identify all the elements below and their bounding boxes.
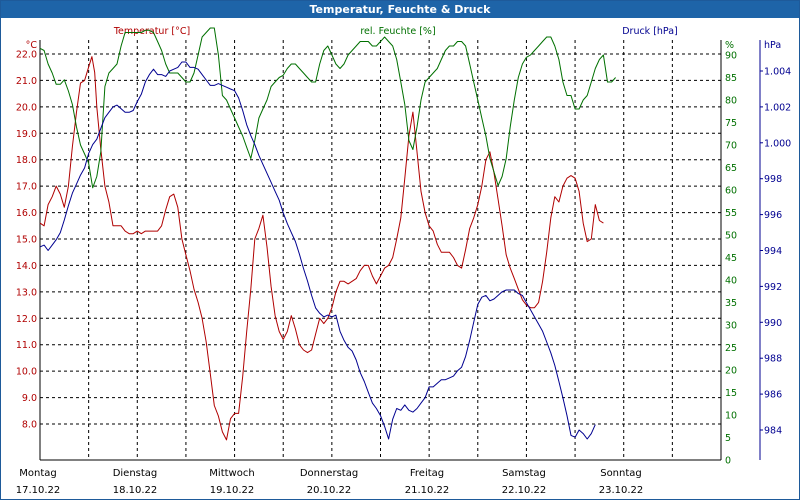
pressure-unit: hPa (764, 40, 781, 51)
humidity-tick-label: 30 (725, 321, 737, 332)
temperature-tick-label: 16.0 (16, 208, 37, 219)
x-tick-date: 19.10.22 (210, 485, 255, 496)
temperature-tick-label: 10.0 (16, 367, 37, 378)
humidity-tick-label: 5 (725, 433, 731, 444)
tick-labels: 22.0 21.0 20.0 19.0 18.0 17.0 16.0 15.0 14.0 13.0… (16, 50, 791, 497)
x-tick-date: 22.10.22 (502, 485, 547, 496)
temperature-tick-label: 18.0 (16, 155, 37, 166)
humidity-tick-label: 65 (725, 163, 737, 174)
pressure-tick-label: 994 (764, 246, 782, 257)
humidity-tick-label: 0 (725, 456, 731, 467)
pressure-tick-label: 996 (764, 210, 782, 221)
humidity-tick-label: 25 (725, 343, 737, 354)
humidity-tick-label: 15 (725, 388, 737, 399)
humidity-tick-label: 50 (725, 231, 737, 242)
x-tick-day: Dienstag (113, 468, 158, 479)
temperature-tick-label: 13.0 (16, 287, 37, 298)
temperature-tick-label: 20.0 (16, 102, 37, 113)
temperature-tick-label: 11.0 (16, 340, 37, 351)
pressure-tick-label: 1.002 (764, 102, 791, 113)
pressure-tick-label: 988 (764, 354, 782, 365)
humidity-tick-label: 90 (725, 51, 737, 62)
x-tick-day: Sonntag (600, 468, 642, 479)
x-tick-day: Montag (19, 468, 56, 479)
pressure-tick-label: 1.000 (764, 138, 791, 149)
x-tick-day: Freitag (410, 468, 444, 479)
humidity-tick-label: 40 (725, 276, 737, 287)
temperature-tick-label: 12.0 (16, 314, 37, 325)
x-tick-date: 18.10.22 (113, 485, 158, 496)
temperature-tick-label: 14.0 (16, 261, 37, 272)
data-series (39, 27, 616, 441)
pressure-series-line (39, 61, 596, 440)
x-tick-day: Mittwoch (209, 468, 254, 479)
pressure-tick-label: 992 (764, 282, 782, 293)
pressure-tick-label: 986 (764, 390, 782, 401)
temperature-tick-label: 9.0 (22, 393, 37, 404)
axes (39, 40, 761, 461)
pressure-tick-label: 998 (764, 174, 782, 185)
humidity-series-line (39, 27, 616, 189)
temperature-tick-label: 17.0 (16, 182, 37, 193)
temperature-tick-label: 15.0 (16, 235, 37, 246)
pressure-tick-label: 990 (764, 318, 782, 329)
x-tick-date: 17.10.22 (16, 485, 61, 496)
temperature-series-line (39, 56, 604, 441)
chart-title: Temperatur, Feuchte & Druck (1, 1, 799, 18)
axis-labels: Temperatur [°C] rel. Feuchte [%] Druck [… (26, 26, 782, 51)
temperature-unit: °C (26, 40, 38, 51)
temperature-tick-label: 21.0 (16, 76, 37, 87)
humidity-tick-label: 35 (725, 298, 737, 309)
grid-lines (40, 40, 721, 460)
humidity-tick-label: 85 (725, 73, 737, 84)
temperature-tick-label: 19.0 (16, 129, 37, 140)
humidity-tick-label: 80 (725, 96, 737, 107)
pressure-tick-label: 984 (764, 426, 782, 437)
humidity-tick-label: 55 (725, 208, 737, 219)
x-tick-date: 23.10.22 (599, 485, 644, 496)
x-tick-date: 21.10.22 (405, 485, 450, 496)
humidity-tick-label: 45 (725, 253, 737, 264)
humidity-tick-label: 60 (725, 186, 737, 197)
temperature-tick-label: 22.0 (16, 50, 37, 61)
x-tick-day: Samstag (502, 468, 546, 479)
humidity-tick-label: 10 (725, 411, 737, 422)
temperature-tick-label: 8.0 (22, 420, 37, 431)
x-tick-day: Donnerstag (300, 468, 358, 479)
humidity-tick-label: 70 (725, 141, 737, 152)
humidity-unit: % (725, 40, 734, 51)
humidity-tick-label: 20 (725, 366, 737, 377)
humidity-axis-title: rel. Feuchte [%] (360, 26, 435, 37)
humidity-tick-label: 75 (725, 118, 737, 129)
pressure-axis-title: Druck [hPa] (622, 26, 678, 37)
x-tick-date: 20.10.22 (307, 485, 352, 496)
pressure-tick-label: 1.004 (764, 67, 791, 78)
